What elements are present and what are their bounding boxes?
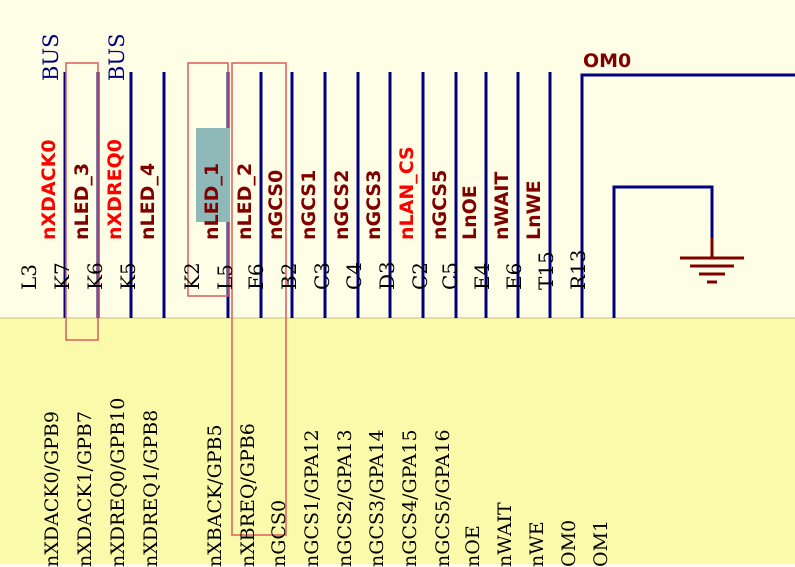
pin-signal-name: nWE (526, 521, 548, 567)
pin-signal-name: nXDACK1/GPB7 (74, 411, 96, 567)
net-label: nLAN_CS (396, 146, 418, 240)
pin-number: E4 (470, 262, 494, 290)
net-label: nLED_1 (201, 162, 223, 240)
pin-signal-name: nXBREQ/GPB6 (237, 423, 259, 567)
pin-number: L3 (17, 263, 41, 290)
pin-number: B2 (277, 262, 301, 290)
net-label: nGCS5 (429, 169, 451, 240)
pin-number: K7 (50, 262, 74, 290)
om1-ground-wire (612, 185, 714, 318)
pin-number: F6 (244, 263, 268, 290)
pin-number: D3 (375, 261, 399, 290)
pin-signal-name: nGCS2/GPA13 (334, 429, 356, 567)
net-label: nXDACK0 (38, 139, 60, 240)
pin-signal-name: nGCS4/GPA15 (399, 429, 421, 567)
highlight-box (231, 62, 287, 536)
net-label: nLED_4 (137, 162, 159, 240)
pin-number: K2 (180, 262, 204, 290)
ic-body (0, 318, 795, 564)
pin-number: C5 (438, 261, 462, 290)
pin-number: T15 (534, 251, 558, 290)
pin-signal-name: nXDREQ0/GPB10 (107, 397, 129, 567)
net-label: nXDREQ0 (104, 139, 126, 240)
net-label: nLED_2 (234, 162, 256, 240)
pin-signal-name: nGCS3/GPA14 (366, 429, 388, 567)
pin-signal-name: nGCS5/GPA16 (432, 429, 454, 567)
pin-signal-name: OM1 (590, 519, 612, 567)
net-label: nGCS0 (265, 169, 287, 240)
pin-signal-name: nXBACK/GPB5 (204, 424, 226, 567)
net-label: nGCS2 (331, 169, 353, 240)
net-label: LnOE (459, 185, 481, 240)
pin-signal-name: nOE (462, 525, 484, 567)
bus-label-1: BUS (39, 33, 63, 81)
net-label: nGCS1 (298, 169, 320, 240)
pin-signal-name: OM0 (558, 519, 580, 567)
net-label: nLED_3 (71, 162, 93, 240)
pin-number: C3 (310, 261, 334, 290)
pin-number: C2 (408, 261, 432, 290)
pin-signal-name: nWAIT (494, 502, 516, 567)
net-label: LnWE (523, 180, 545, 240)
pin-signal-name: nGCS1/GPA12 (301, 429, 323, 567)
pin-signal-name: nXDREQ1/GPB8 (140, 409, 162, 567)
pin-number: E6 (502, 262, 526, 290)
pin-signal-name: nGCS0 (268, 499, 290, 567)
pin-number: L5 (213, 263, 237, 290)
bus-label-2: BUS (105, 33, 129, 81)
om0-wire (580, 73, 795, 318)
om0-net-label: OM0 (583, 50, 632, 72)
net-label: nGCS3 (363, 169, 385, 240)
highlight-box (65, 62, 99, 341)
net-selection-highlight (196, 128, 230, 222)
pin-number: K5 (116, 262, 140, 290)
pin-number: R13 (566, 249, 590, 290)
net-label: nWAIT (491, 171, 513, 240)
pin-number: C4 (342, 261, 366, 290)
pin-number: K6 (83, 262, 107, 290)
pin-signal-name: nXDACK0/GPB9 (41, 411, 63, 567)
